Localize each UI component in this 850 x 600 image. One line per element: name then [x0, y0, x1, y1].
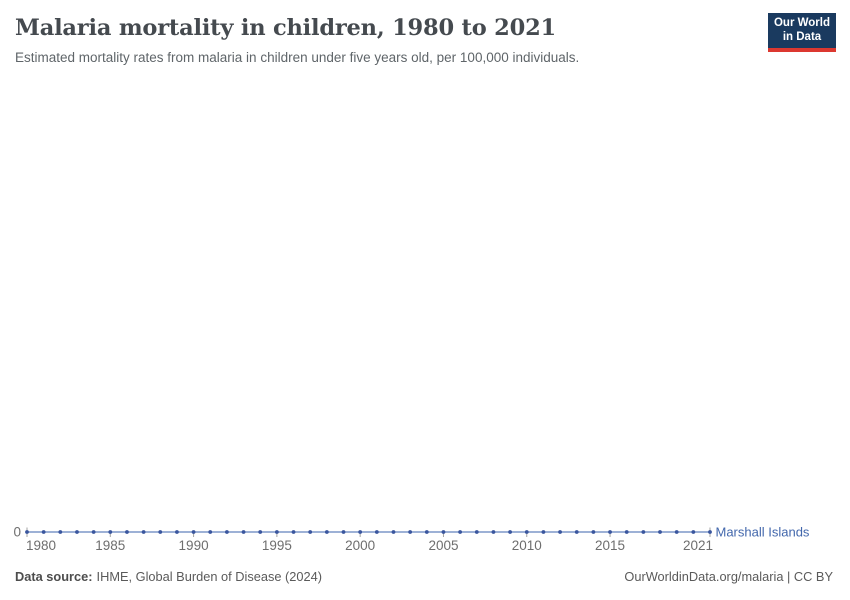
x-tick-label: 2015 [595, 538, 625, 553]
x-tick-label: 1990 [179, 538, 209, 553]
x-tick-label: 1985 [95, 538, 125, 553]
data-point-marker[interactable] [524, 530, 529, 534]
data-point-marker[interactable] [191, 530, 196, 534]
data-point-marker[interactable] [541, 530, 546, 534]
data-point-marker[interactable] [441, 530, 446, 534]
data-point-marker[interactable] [241, 530, 246, 534]
data-point-marker[interactable] [458, 530, 463, 534]
data-point-marker[interactable] [358, 530, 363, 534]
data-point-marker[interactable] [308, 530, 313, 534]
data-point-marker[interactable] [158, 530, 163, 534]
data-point-marker[interactable] [691, 530, 696, 534]
data-point-marker[interactable] [91, 530, 96, 534]
chart-header: Malaria mortality in children, 1980 to 2… [15, 15, 755, 67]
data-point-marker[interactable] [391, 530, 396, 534]
series-label[interactable]: Marshall Islands [716, 525, 810, 540]
data-point-marker[interactable] [558, 530, 562, 534]
data-point-marker[interactable] [175, 530, 179, 534]
x-tick-label: 2000 [345, 538, 375, 553]
data-point-marker[interactable] [125, 530, 129, 534]
data-point-marker[interactable] [41, 530, 46, 534]
data-point-marker[interactable] [408, 530, 413, 534]
data-point-marker[interactable] [508, 530, 512, 534]
x-tick-label: 2005 [428, 538, 458, 553]
data-point-marker[interactable] [424, 530, 429, 534]
data-point-marker[interactable] [108, 530, 113, 534]
data-source: Data source: IHME, Global Burden of Disea… [15, 569, 322, 584]
chart-title: Malaria mortality in children, 1980 to 2… [15, 15, 556, 41]
data-point-marker[interactable] [491, 530, 496, 534]
data-point-marker[interactable] [25, 530, 29, 534]
logo-line1: Our World [773, 16, 830, 29]
data-point-marker[interactable] [658, 530, 662, 534]
data-point-marker[interactable] [641, 530, 646, 534]
data-point-marker[interactable] [624, 530, 629, 534]
data-point-marker[interactable] [225, 530, 229, 534]
data-point-marker[interactable] [274, 530, 279, 534]
chart-footer: Data source: IHME, Global Burden of Disea… [15, 569, 833, 584]
data-source-label: Data source: [15, 569, 93, 584]
data-point-marker[interactable] [574, 530, 579, 534]
y-tick-label: 0 [13, 525, 21, 540]
owid-logo: Our World in Data [768, 13, 836, 52]
data-point-marker[interactable] [674, 530, 679, 534]
data-point-marker[interactable] [141, 530, 146, 534]
data-point-marker[interactable] [374, 530, 379, 534]
data-point-marker[interactable] [258, 530, 263, 534]
data-point-marker[interactable] [291, 530, 296, 534]
x-tick-label: 2021 [683, 538, 713, 553]
x-tick-label: 1995 [262, 538, 292, 553]
data-point-marker[interactable] [75, 530, 79, 534]
data-point-marker[interactable] [58, 530, 63, 534]
attribution: OurWorldinData.org/malaria | CC BY [624, 569, 833, 584]
data-point-marker[interactable] [591, 530, 596, 534]
logo-line2: in Data [782, 30, 822, 43]
data-source-value: IHME, Global Burden of Disease (2024) [96, 569, 323, 584]
data-point-marker[interactable] [608, 530, 612, 534]
data-point-marker[interactable] [341, 530, 346, 534]
chart-subtitle: Estimated mortality rates from malaria i… [15, 50, 580, 65]
data-point-marker[interactable] [474, 530, 479, 534]
data-point-marker[interactable] [208, 530, 213, 534]
data-point-marker[interactable] [324, 530, 329, 534]
x-tick-label: 1980 [26, 538, 56, 553]
x-tick-label: 2010 [512, 538, 542, 553]
data-point-marker[interactable] [708, 530, 712, 534]
